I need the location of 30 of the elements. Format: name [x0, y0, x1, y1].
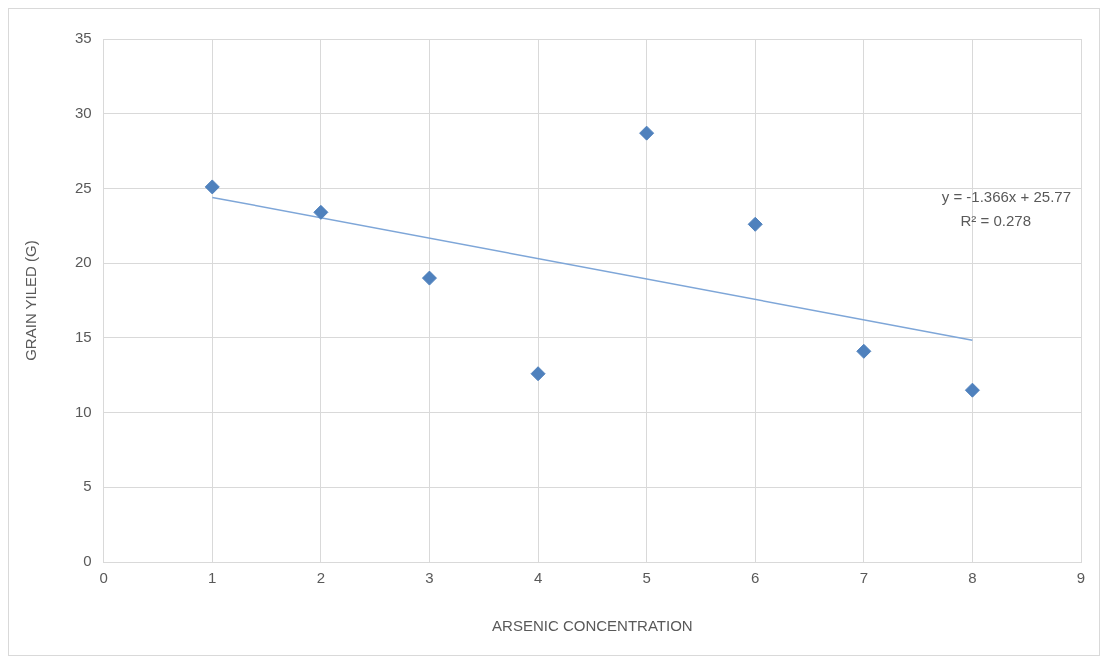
y-tick-label: 20: [75, 253, 92, 271]
annotation: R² = 0.278: [960, 212, 1031, 229]
x-tick-label: 6: [751, 569, 760, 587]
point: [204, 179, 220, 195]
point: [530, 366, 546, 382]
y-tick-label: 35: [75, 29, 92, 47]
point: [421, 270, 437, 286]
y-axis-title: GRAIN YILED (G): [22, 240, 40, 361]
y-tick-label: 15: [75, 328, 92, 345]
x-tick-label: 0: [99, 569, 108, 587]
x-tick-label: 4: [533, 569, 543, 587]
x-tick-label: 8: [968, 569, 977, 587]
point: [639, 125, 655, 141]
point: [313, 204, 329, 220]
x-axis-title: ARSENIC CONCENTRATION: [492, 617, 693, 635]
point: [747, 216, 763, 232]
x-tick-label: 1: [208, 569, 217, 587]
y-tick-label: 0: [83, 552, 92, 570]
x-tick-label: 5: [642, 569, 651, 587]
y-tick-label: 10: [75, 402, 92, 420]
point: [964, 382, 980, 398]
point: [856, 343, 872, 359]
x-tick-label: 2: [316, 569, 326, 587]
x-tick-label: 9: [1076, 569, 1086, 587]
y-tick-label: 25: [75, 178, 92, 196]
x-tick-label: 3: [425, 569, 434, 587]
y-tick-label: 30: [75, 103, 92, 121]
annotation: y = -1.366x + 25.77: [941, 188, 1071, 205]
y-tick-label: 5: [83, 477, 92, 495]
x-tick-label: 7: [859, 569, 868, 587]
